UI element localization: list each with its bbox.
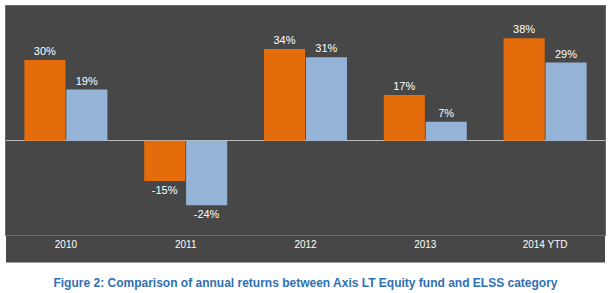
svg-text:29%: 29%	[555, 48, 577, 60]
svg-text:17%: 17%	[393, 80, 415, 92]
svg-text:2011: 2011	[175, 239, 197, 250]
svg-text:2013: 2013	[414, 239, 437, 250]
svg-text:38%: 38%	[513, 23, 535, 35]
svg-text:30%: 30%	[34, 45, 56, 57]
svg-text:2010: 2010	[55, 239, 78, 250]
svg-text:2014 YTD: 2014 YTD	[523, 239, 568, 250]
svg-text:Figure 2: Comparison of annual: Figure 2: Comparison of annual returns b…	[53, 276, 557, 290]
svg-text:2012: 2012	[294, 239, 317, 250]
svg-text:31%: 31%	[315, 42, 337, 54]
svg-text:7%: 7%	[438, 107, 454, 119]
svg-text:19%: 19%	[76, 75, 98, 87]
svg-text:34%: 34%	[273, 34, 295, 46]
svg-text:-15%: -15%	[152, 184, 178, 196]
svg-text:-24%: -24%	[194, 208, 220, 220]
